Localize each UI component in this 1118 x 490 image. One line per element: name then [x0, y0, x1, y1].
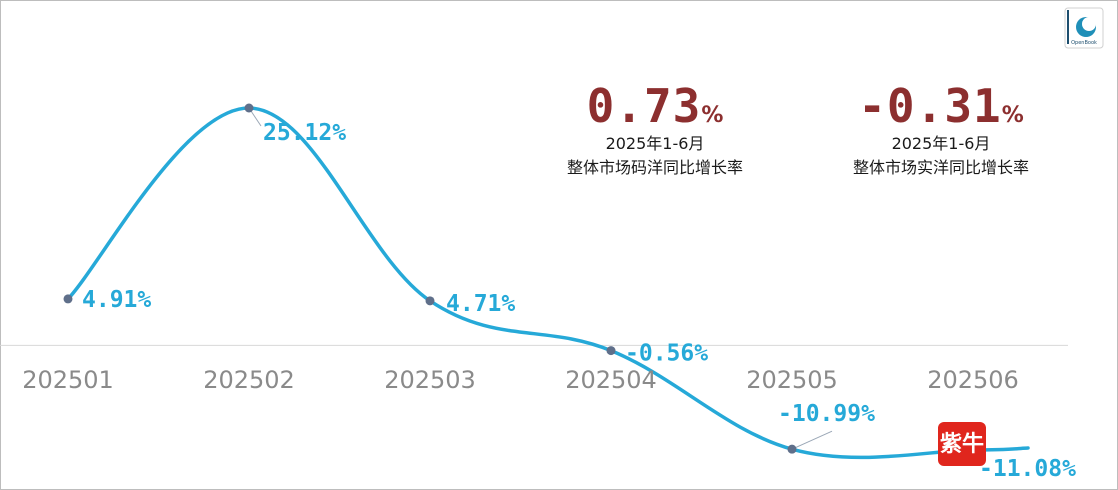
data-label: 4.71% — [446, 291, 515, 317]
stat-caption: 整体市场实洋同比增长率 — [852, 158, 1029, 177]
data-point — [244, 103, 254, 113]
openbook-logo-icon: OpenBook — [1062, 7, 1106, 49]
data-label: -11.08% — [979, 456, 1076, 482]
x-tick-label: 202501 — [22, 366, 114, 394]
stat-value-list-price-growth: 0.73 — [586, 79, 702, 133]
label-leader-line — [791, 430, 833, 450]
stat-period: 2025年1-6月 — [605, 134, 705, 153]
data-point — [606, 346, 616, 356]
stat-unit: % — [1001, 103, 1024, 128]
ziniu-badge-icon: 紫牛 — [938, 422, 986, 466]
logo-text: OpenBook — [1071, 40, 1097, 46]
data-point — [63, 294, 73, 304]
stat-unit: % — [701, 103, 724, 128]
data-label: 4.91% — [82, 287, 151, 313]
x-tick-label: 202504 — [565, 366, 657, 394]
x-tick-label: 202502 — [203, 366, 295, 394]
data-label: -0.56% — [625, 341, 708, 367]
x-tick-label: 202503 — [384, 366, 476, 394]
stat-block-list-price-growth: 0.73% 2025年1-6月 整体市场码洋同比增长率 — [500, 80, 810, 180]
stat-period: 2025年1-6月 — [891, 134, 991, 153]
data-label: -10.99% — [778, 401, 875, 427]
series-line — [66, 106, 1030, 460]
data-point — [787, 444, 797, 454]
data-point — [425, 296, 435, 306]
data-label: 25.12% — [263, 120, 346, 146]
stat-caption: 整体市场码洋同比增长率 — [566, 158, 743, 177]
x-tick-label: 202505 — [746, 366, 838, 394]
x-tick-label: 202506 — [927, 366, 1019, 394]
stat-block-actual-price-growth: -0.31% 2025年1-6月 整体市场实洋同比增长率 — [786, 80, 1096, 180]
stat-value-actual-price-growth: -0.31 — [858, 79, 1002, 133]
